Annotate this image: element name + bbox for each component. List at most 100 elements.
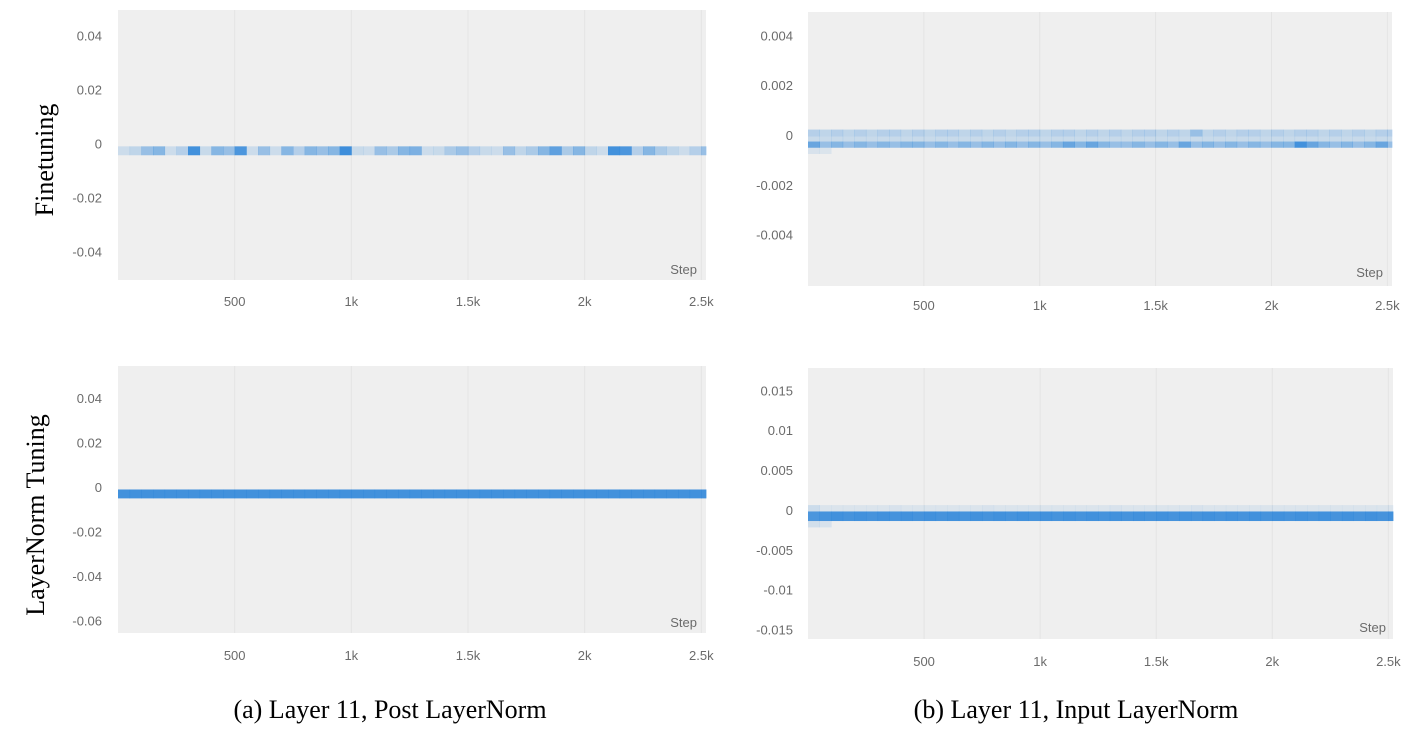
heatmap-cell [935,136,948,142]
heatmap-cell [1016,129,1029,137]
heatmap-cell [1376,511,1389,522]
heatmap-cell [912,141,925,148]
heatmap-cell [842,505,855,512]
heatmap-cell [514,146,527,156]
heatmap-cell [246,489,259,499]
heatmap-cell [1109,141,1122,148]
heatmap-cell [970,505,983,512]
heatmap-cell [689,146,702,156]
heatmap-cell [1249,511,1262,522]
heatmap-cell [351,146,364,156]
heatmap-cell [993,511,1006,522]
caption-post-layernorm: (a) Layer 11, Post LayerNorm [233,695,546,724]
heatmap-cell [304,146,317,156]
heatmap-cell [1283,505,1296,512]
heatmap-cell [1167,511,1180,522]
heatmap-cell [1214,505,1227,512]
heatmap-cell [1236,129,1249,137]
heatmap-cell [842,511,855,522]
heatmap-cell [316,146,329,156]
heatmap-cell [808,521,821,528]
heatmap-cell [118,146,131,156]
heatmap-cell [808,511,821,522]
heatmap-cell [1028,141,1041,148]
heatmap-cell [281,489,294,499]
heatmap-cell [269,146,282,156]
heatmap-cell [1155,129,1168,137]
heatmap-cell [993,129,1006,137]
heatmap-cell [1179,511,1192,522]
heatmap-cell [865,141,878,148]
heatmap-cell [1120,141,1133,148]
heatmap-cell [491,489,504,499]
heatmap-cell [631,489,644,499]
heatmap-cell [958,129,971,137]
y-tick-label: 0 [95,136,102,151]
heatmap-cell [1365,505,1378,512]
heatmap-cell [129,489,142,499]
heatmap-cell [584,146,597,156]
heatmap-cell [1028,505,1041,512]
heatmap-cell [164,146,177,156]
heatmap-cell [1202,511,1215,522]
heatmap-cell [1306,129,1319,137]
heatmap-cell [1317,129,1330,137]
heatmap-cell [328,146,341,156]
heatmap-cell [808,505,821,512]
heatmap-cell [1039,136,1052,142]
heatmap-cell [1272,505,1285,512]
heatmap-cell [1098,511,1111,522]
heatmap-cell [1167,141,1180,148]
heatmap-cell [1225,129,1238,137]
heatmap-cell [958,136,971,142]
heatmap-cell [1213,141,1226,148]
heatmap-cell [701,489,707,499]
heatmap-cell [164,489,177,499]
heatmap-cell [1016,141,1029,148]
x-tick-label: 500 [224,648,246,663]
heatmap-cell [479,146,492,156]
heatmap-cell [293,489,306,499]
heatmap-cell [689,489,702,499]
heatmap-cell [993,141,1006,148]
heatmap-cell [1178,136,1191,142]
heatmap-cell [1074,129,1087,137]
heatmap-cell [421,146,434,156]
heatmap-cell [877,505,890,512]
heatmap-cell [1201,129,1214,137]
heatmap-cell [958,141,971,148]
heatmap-cell [924,511,937,522]
heatmap-cell [176,489,189,499]
heatmap-cell [433,489,446,499]
heatmap-cell [889,511,902,522]
heatmap-cell [1271,129,1284,137]
heatmap-cell [258,489,271,499]
heatmap-cell [1271,136,1284,142]
heatmap-cell [573,146,586,156]
heatmap-cell [912,129,925,137]
heatmap-cell [1317,141,1330,148]
heatmap-cell [1225,136,1238,142]
heatmap-cell [970,141,983,148]
heatmap-cell [900,141,913,148]
heatmap-cell [1213,129,1226,137]
heatmap-cell [1120,129,1133,137]
heatmap-cell [935,141,948,148]
heatmap-cell [982,505,995,512]
heatmap-cell [666,146,679,156]
heatmap-cell [1051,511,1064,522]
heatmap-cell [854,505,867,512]
y-tick-label: -0.005 [756,543,793,558]
x-tick-label: 2.5k [1375,298,1400,313]
heatmap-cell [819,141,832,148]
heatmap-cell [900,511,913,522]
heatmap-cell [526,489,539,499]
heatmap-cell [1306,141,1319,148]
heatmap-cell [1155,136,1168,142]
heatmap-cell [526,146,539,156]
heatmap-cell [1201,141,1214,148]
heatmap-cell [619,489,632,499]
heatmap-cell [900,129,913,137]
heatmap-cell [561,489,574,499]
heatmap-cell [819,136,832,142]
